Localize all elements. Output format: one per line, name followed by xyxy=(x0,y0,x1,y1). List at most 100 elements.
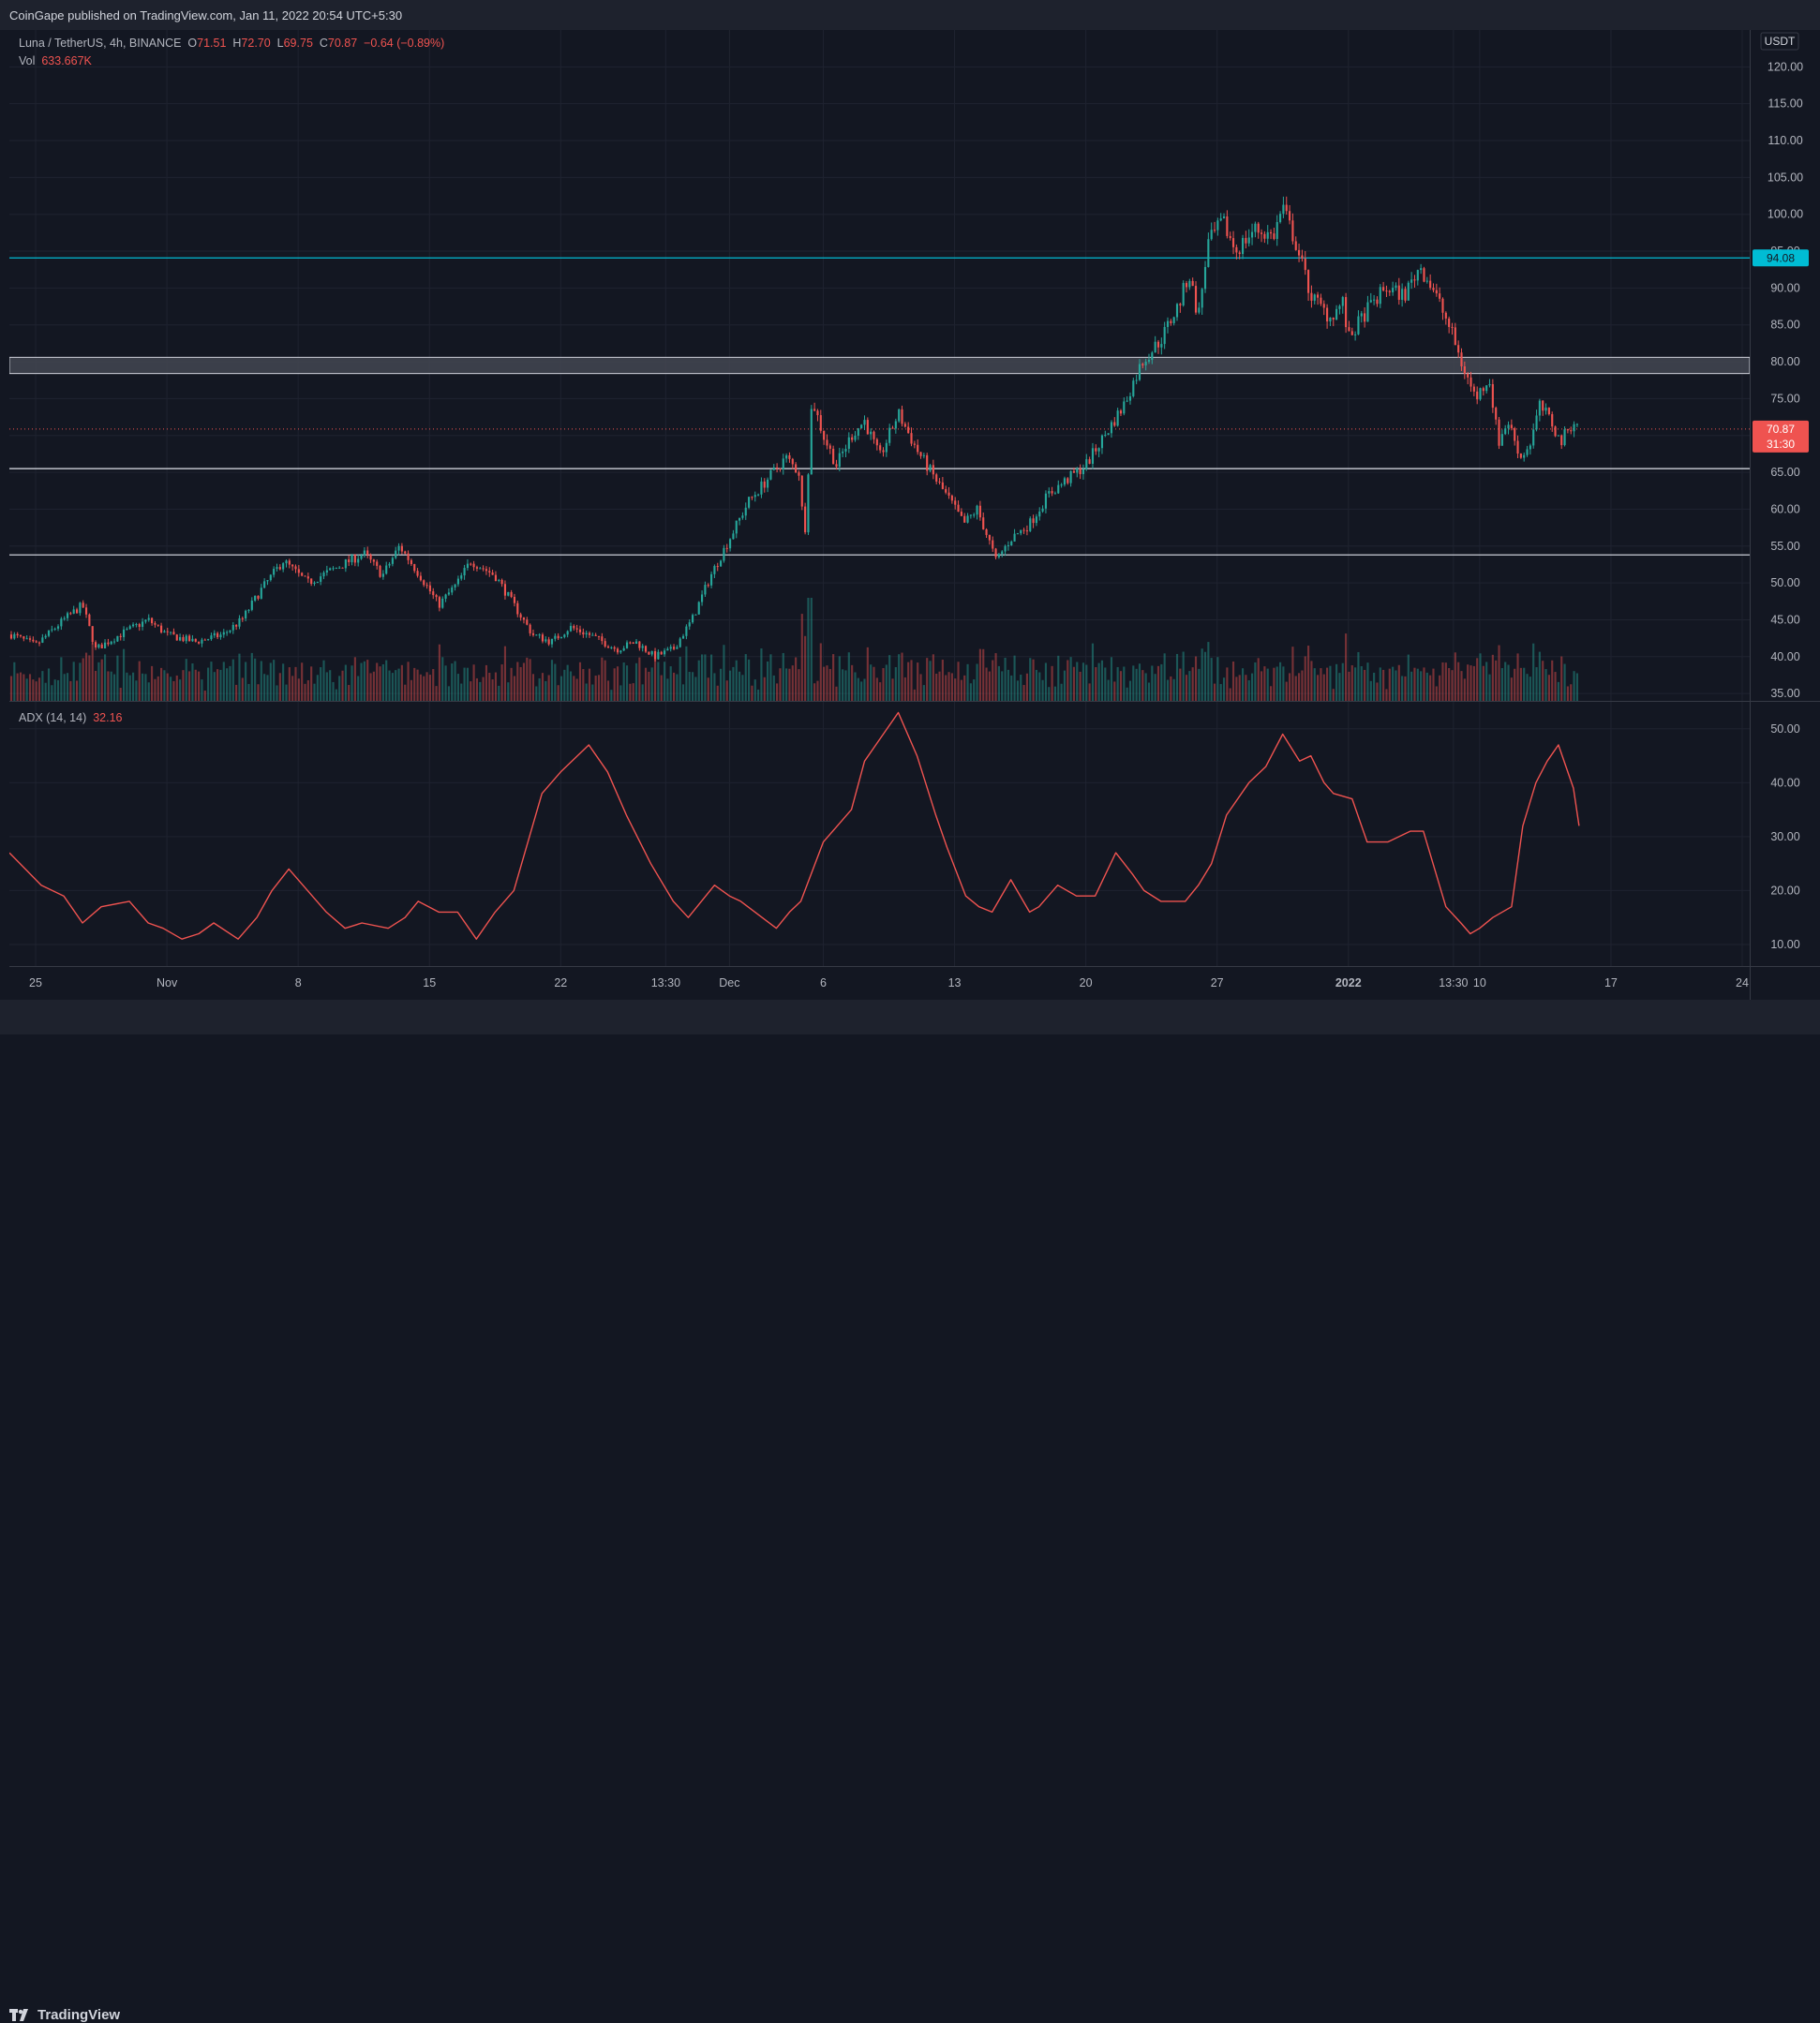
volume-bar xyxy=(479,681,482,701)
candle-body xyxy=(1523,454,1526,458)
volume-bar xyxy=(1053,686,1057,701)
volume-bar xyxy=(207,667,210,701)
candle-body xyxy=(657,651,660,660)
close-value: 70.87 xyxy=(327,37,358,50)
volume-bar xyxy=(1128,680,1132,701)
volume-bar xyxy=(1250,673,1254,701)
volume-bar xyxy=(97,662,100,701)
volume-bar xyxy=(304,683,306,701)
candle-body xyxy=(37,642,41,644)
candle-body xyxy=(1170,320,1172,323)
candle-body xyxy=(854,436,857,440)
candle-body xyxy=(619,650,622,653)
candle-body xyxy=(522,617,526,620)
candle-body xyxy=(1013,533,1016,542)
volume-bar xyxy=(1126,687,1128,701)
candle-body xyxy=(151,617,154,624)
candle-body xyxy=(891,427,894,429)
volume-bar xyxy=(804,635,807,701)
volume-bar xyxy=(119,688,122,701)
volume-bar xyxy=(741,675,744,701)
candle-body xyxy=(903,424,906,427)
volume-bar xyxy=(1304,656,1306,701)
candle-body xyxy=(1154,341,1156,353)
price-tick-label: 120.00 xyxy=(1768,60,1803,73)
adx-legend: ADX (14, 14) 32.16 xyxy=(19,711,123,724)
candle-body xyxy=(1407,282,1410,301)
candle-body xyxy=(404,551,407,554)
tradingview-logo[interactable]: TradingView xyxy=(9,2007,120,2023)
volume-bar xyxy=(1035,669,1037,701)
volume-bar xyxy=(1317,675,1320,701)
candle-body xyxy=(638,641,641,648)
time-tick-label: Nov xyxy=(157,976,178,989)
countdown-text: 31:30 xyxy=(1767,438,1795,451)
volume-bar xyxy=(1219,684,1222,701)
candle-body xyxy=(282,563,285,570)
candle-body xyxy=(1538,400,1541,416)
volume-bar xyxy=(882,668,885,701)
candle-body xyxy=(882,450,885,453)
volume-bar xyxy=(513,676,516,701)
volume-bar xyxy=(245,662,247,701)
candle-body xyxy=(751,497,753,498)
candle-body xyxy=(147,617,150,620)
volume-bar xyxy=(276,685,278,701)
candle-body xyxy=(332,568,335,570)
volume-bar xyxy=(1123,666,1126,701)
time-tick-label: 20 xyxy=(1080,976,1093,989)
volume-bar xyxy=(263,674,266,701)
volume-bar xyxy=(135,680,138,701)
candle-body xyxy=(1495,408,1498,420)
candle-body xyxy=(503,584,507,596)
volume-bar xyxy=(172,680,175,701)
candle-body xyxy=(1345,297,1348,328)
candle-body xyxy=(976,505,978,515)
candle-body xyxy=(610,647,613,648)
volume-bar xyxy=(1289,673,1291,701)
candle-body xyxy=(960,512,962,516)
volume-bar xyxy=(250,652,253,701)
volume-bar xyxy=(348,685,351,701)
candle-body xyxy=(816,410,819,416)
volume-bar xyxy=(1310,661,1313,701)
volume-bar xyxy=(1301,670,1304,701)
candle-body xyxy=(835,464,838,468)
candle-body xyxy=(447,592,450,595)
adx-tick-label: 50.00 xyxy=(1770,722,1799,736)
volume-bar xyxy=(782,652,784,701)
candle-body xyxy=(723,547,725,561)
candle-body xyxy=(1222,216,1226,219)
candle-body xyxy=(353,555,356,563)
candle-body xyxy=(88,614,91,627)
volume-bar xyxy=(322,660,325,701)
volume-bar xyxy=(1451,670,1454,701)
candle-body xyxy=(828,445,831,449)
volume-bar xyxy=(485,664,488,701)
candle-body xyxy=(513,597,516,603)
chart-frame[interactable]: USDT 120.00115.00110.00105.00100.0095.00… xyxy=(8,30,1820,1000)
candle-body xyxy=(1285,204,1288,212)
candle-body xyxy=(1535,415,1538,430)
candle-body xyxy=(1573,424,1575,432)
candle-body xyxy=(966,515,969,523)
current-price-text: 70.87 xyxy=(1767,423,1795,436)
volume-bar xyxy=(1088,683,1091,701)
price-tick-label: 50.00 xyxy=(1770,576,1799,589)
volume-bar xyxy=(1429,675,1432,701)
volume-bar xyxy=(84,652,88,701)
volume-bar xyxy=(391,673,394,701)
candle-body xyxy=(213,632,216,636)
candle-body xyxy=(357,558,360,563)
candle-body xyxy=(844,448,847,452)
volume-bar xyxy=(950,673,953,701)
candle-body xyxy=(216,632,219,638)
chart-canvas[interactable]: USDT 120.00115.00110.00105.00100.0095.00… xyxy=(8,30,1820,1000)
volume-bar xyxy=(575,678,578,701)
candle-body xyxy=(1079,469,1082,475)
candle-body xyxy=(222,632,225,635)
volume-bar xyxy=(1091,643,1095,701)
volume-bar xyxy=(1322,674,1325,701)
candle-body xyxy=(1119,410,1123,414)
candle-body xyxy=(28,638,32,640)
